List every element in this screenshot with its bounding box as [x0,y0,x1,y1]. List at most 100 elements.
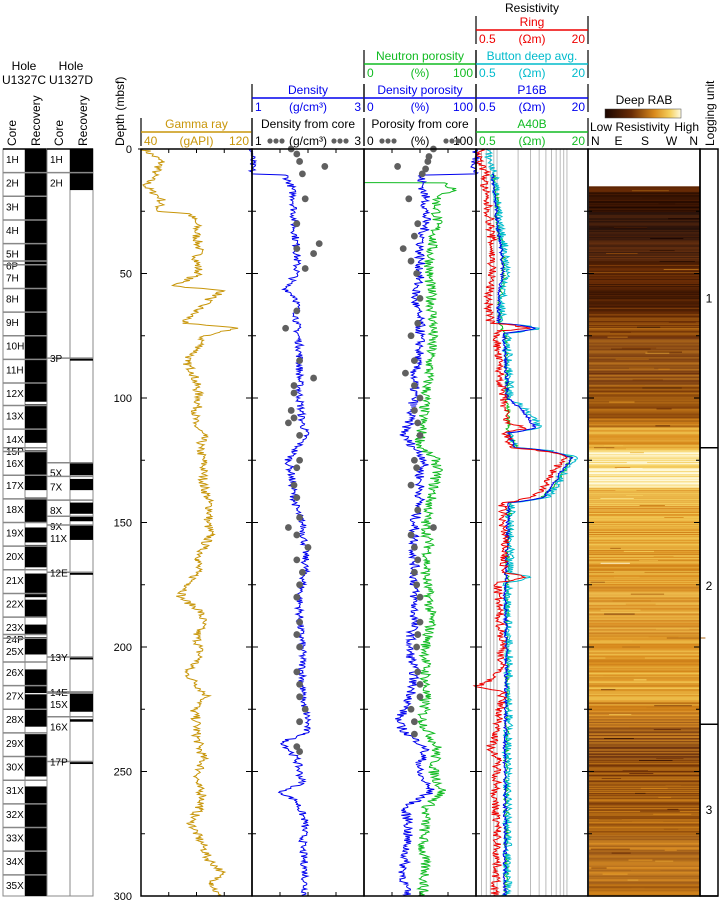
rab-stripe [589,248,700,250]
core-density-point [299,170,306,178]
rab-stripe [589,447,700,449]
core-label[interactable]: 9H [6,318,19,329]
rab-stripe [589,272,700,274]
rab-stripe [589,551,700,554]
core-density-point [310,250,317,257]
rab-stripe [589,432,700,434]
core-label[interactable]: 17X [6,481,24,492]
core-label[interactable]: 24P [6,635,24,646]
rab-stripe [589,406,700,408]
rab-stripe [589,428,700,430]
rab-stripe [589,278,700,280]
core-label[interactable]: 26X [6,668,24,679]
rab-stripe [589,252,700,254]
core-density-point [293,743,301,750]
rab-stripe [589,194,700,196]
core-label[interactable]: 27X [6,692,24,703]
rab-stripe [629,773,654,774]
core-label[interactable]: 15X [50,700,68,711]
core-label[interactable]: 2H [6,179,19,190]
rab-stripe [589,584,700,586]
rab-stripe [589,670,700,672]
core-label[interactable]: 20X [6,552,24,563]
core-label[interactable]: 21X [6,576,24,587]
core-label[interactable]: 34X [6,857,24,868]
rab-stripe [589,667,700,669]
core-label[interactable]: 12E [50,568,68,579]
rab-stripe [589,743,700,745]
core-density-point [296,618,303,626]
core-label[interactable]: 17P [50,758,68,769]
core-label[interactable]: 32X [6,810,24,821]
rab-stripe [589,789,700,792]
core-label[interactable]: 1H [6,155,19,166]
rab-stripe [605,657,645,659]
rab-stripe [589,807,700,810]
core-label[interactable]: 12X [6,389,24,400]
core-label[interactable]: 3P [50,354,63,365]
rab-stripe [589,215,700,217]
core-label[interactable]: 13Y [50,653,68,664]
core-label[interactable]: 31X [6,786,24,797]
core-label[interactable]: 29X [6,739,24,750]
core-label[interactable]: 8H [6,294,19,305]
core-label[interactable]: 33X [6,834,24,845]
rab-stripe [589,610,700,612]
rab-stripe [626,495,643,497]
rab-stripe [589,835,700,837]
core-label[interactable]: 5X [50,469,63,480]
core-label[interactable]: 15P [6,447,24,458]
rab-stripe [589,520,700,522]
core-label[interactable]: 13X [6,411,24,422]
core-label[interactable]: 14X [6,435,24,446]
rab-stripe [589,286,700,289]
core-label[interactable]: 7H [6,274,19,285]
core-label[interactable]: 9X [50,522,63,533]
core-label[interactable]: 1H [50,155,63,166]
core-density-point [299,568,306,576]
rab-stripe [589,200,700,202]
rab-stripe [589,854,700,856]
header-min: 40 [144,134,158,148]
core-label[interactable]: 18X [6,505,24,516]
rab-stripe [589,744,700,746]
rab-stripe [589,701,700,703]
core-label[interactable]: 30X [6,763,24,774]
core-label[interactable]: 25X [6,647,24,658]
core-label[interactable]: 8X [50,506,63,517]
core-label[interactable]: 19X [6,529,24,540]
core-label[interactable]: 16X [50,723,68,734]
depth-tick-label: 200 [114,642,132,654]
core-label[interactable]: 16X [6,459,24,470]
rab-stripe [589,188,700,190]
core-label[interactable]: 11X [50,534,67,545]
rab-stripe [589,588,700,590]
core-label[interactable]: 5H [6,250,19,261]
rab-stripe [589,579,700,581]
rab-stripe [609,714,632,716]
rab-stripe [589,219,700,221]
core-label[interactable]: 35X [6,881,24,892]
core-label[interactable]: 6P [6,262,19,273]
rab-stripe [589,336,700,338]
rab-stripe [589,279,700,281]
core-label[interactable]: 11H [6,365,24,376]
core-label[interactable]: 10H [6,342,24,353]
rab-stripe [639,760,673,761]
rab-stripe [589,296,700,299]
core-label[interactable]: 3H [6,202,19,213]
rab-stripe [589,297,700,300]
rab-stripe [639,505,665,507]
rab-stripe [589,199,700,201]
core-label[interactable]: 2H [50,179,63,190]
rab-stripe [589,645,700,647]
core-label[interactable]: 4H [6,226,19,237]
rab-stripe [589,748,700,750]
header-name: Button deep avg. [487,49,578,63]
core-label[interactable]: 7X [50,482,63,493]
rab-stripe [589,794,700,797]
core-label[interactable]: 28X [6,715,24,726]
rab-stripe [589,694,700,696]
core-label[interactable]: 23X [6,623,24,634]
core-label[interactable]: 22X [6,599,24,610]
